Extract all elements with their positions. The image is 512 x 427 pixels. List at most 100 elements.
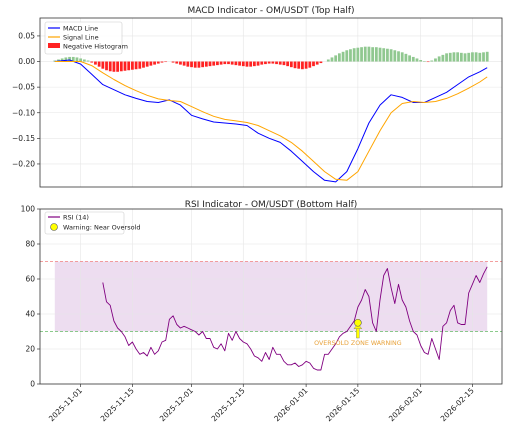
- histogram-bar-negative: [138, 61, 142, 69]
- histogram-bar-negative: [186, 61, 190, 67]
- macd-y-tick-label: 0.00: [18, 57, 35, 66]
- rsi-y-tick-label: 100: [21, 205, 36, 214]
- histogram-bar-negative: [223, 61, 227, 65]
- histogram-bar-negative: [219, 61, 223, 65]
- rsi-x-tick-label: 2025-11-01: [47, 386, 84, 423]
- rsi-x-tick-label: 2026-01-15: [324, 386, 361, 423]
- histogram-bar-negative: [94, 61, 97, 65]
- histogram-bar-negative: [123, 61, 127, 71]
- histogram-bar-positive: [463, 53, 467, 62]
- histogram-bar-negative: [201, 61, 205, 68]
- histogram-bar-negative: [204, 61, 208, 67]
- macd-chart-title: MACD Indicator - OM/USDT (Top Half): [187, 6, 354, 16]
- histogram-bar-negative: [282, 61, 286, 66]
- histogram-bar-positive: [382, 48, 386, 62]
- macd-y-tick-label: 0.05: [18, 32, 35, 41]
- rsi-y-tick-label: 40: [25, 310, 35, 319]
- warning-marker: [354, 318, 362, 327]
- rsi-y-axis: 0 20 40 60 80 100: [21, 205, 40, 389]
- histogram-bar-negative: [145, 61, 149, 67]
- histogram-bar-negative: [149, 61, 153, 66]
- histogram-bar-negative: [275, 61, 278, 65]
- oversold-annotation: OVERSOLD ZONE WARNING: [314, 318, 402, 347]
- rsi-line: [102, 266, 488, 371]
- histogram-bar-negative: [315, 61, 319, 65]
- histogram-bar-positive: [404, 53, 408, 62]
- histogram-bar-negative: [116, 61, 120, 72]
- histogram-bar-negative: [312, 61, 315, 67]
- macd-line: [54, 59, 488, 183]
- histogram-bar-positive: [456, 52, 460, 62]
- legend-neg-hist-label: Negative Histogram: [63, 43, 128, 51]
- histogram-bar-negative: [271, 61, 275, 64]
- macd-y-tick-label: −0.20: [12, 160, 35, 169]
- rsi-x-tick-label: 2025-12-15: [210, 386, 247, 423]
- macd-legend-box: [44, 21, 123, 55]
- histogram-bar-negative: [101, 61, 105, 69]
- histogram-bar-negative: [131, 61, 134, 70]
- histogram-bar-negative: [179, 61, 182, 65]
- rsi-y-tick-label: 0: [30, 380, 35, 389]
- macd-legend: MACD Line Signal Line Negative Histogram: [44, 21, 128, 55]
- histogram-bar-negative: [97, 61, 101, 67]
- histogram-bar-positive: [82, 59, 86, 62]
- histogram-bar-negative: [234, 61, 238, 66]
- histogram-bar-positive: [452, 52, 456, 62]
- macd-y-tick-label: −0.10: [12, 108, 35, 117]
- rsi-x-tick-label: 2025-11-15: [99, 386, 136, 423]
- histogram-bar-positive: [75, 57, 79, 62]
- oversold-warning-label: OVERSOLD ZONE WARNING: [314, 340, 402, 347]
- histogram-bar-positive: [485, 51, 489, 62]
- histogram-bar-negative: [249, 61, 253, 67]
- histogram-bar-negative: [164, 61, 168, 63]
- histogram-bar-positive: [386, 48, 389, 62]
- histogram-bar-negative: [90, 61, 94, 63]
- histogram-bar-negative: [227, 61, 230, 65]
- rsi-shaded-band: [54, 261, 488, 332]
- histogram-bar-negative: [127, 61, 131, 71]
- histogram-bar-positive: [86, 60, 90, 62]
- rsi-x-tick-label: 2026-01-01: [272, 386, 309, 423]
- legend-warning-label: Warning: Near Oversold: [63, 224, 141, 232]
- histogram-bar-positive: [68, 56, 71, 62]
- rsi-neutral-zone: [54, 261, 488, 332]
- signal-line: [54, 61, 488, 181]
- histogram-bar-positive: [378, 47, 382, 62]
- histogram-bar-positive: [352, 48, 356, 62]
- rsi-chart-title: RSI Indicator - OM/USDT (Bottom Half): [185, 200, 358, 210]
- histogram-bar-negative: [182, 61, 186, 66]
- histogram-bar-negative: [426, 61, 430, 63]
- histogram-bar-positive: [474, 52, 478, 62]
- histogram-bar-positive: [415, 58, 419, 62]
- histogram-bar-negative: [112, 61, 116, 72]
- histogram-bar-negative: [293, 61, 297, 69]
- rsi-x-axis: 2025-11-01 2025-11-15 2025-12-01 2025-12-15…: [47, 384, 476, 423]
- histogram-bar-negative: [216, 61, 219, 66]
- histogram-bar-negative: [241, 61, 245, 67]
- rsi-y-tick-label: 60: [25, 275, 35, 284]
- histogram-bar-positive: [345, 50, 349, 62]
- histogram-bar-negative: [208, 61, 212, 67]
- histogram-bar-positive: [441, 54, 445, 62]
- histogram-bar-positive: [445, 53, 448, 62]
- rsi-x-tick-label: 2025-12-01: [158, 386, 195, 423]
- histogram-bar-positive: [371, 47, 375, 62]
- histogram-bar-positive: [326, 59, 330, 62]
- histogram-bar-negative: [105, 61, 108, 71]
- histogram-bar-positive: [330, 57, 334, 62]
- histogram-bar-positive: [434, 58, 437, 62]
- histogram-bar-negative: [134, 61, 138, 70]
- histogram-bar-positive: [360, 47, 363, 62]
- histogram-bar-positive: [408, 55, 411, 62]
- histogram-bar-positive: [337, 53, 341, 62]
- histogram-bar-negative: [304, 61, 308, 69]
- legend-signal-label: Signal Line: [63, 34, 99, 42]
- histogram-bar-negative: [238, 61, 241, 66]
- macd-y-tick-label: −0.05: [12, 83, 35, 92]
- histogram-bar-negative: [256, 61, 260, 66]
- histogram-bar-positive: [419, 59, 423, 62]
- histogram-bar-positive: [478, 52, 482, 62]
- legend-warning-marker: [50, 223, 58, 231]
- histogram-bar-negative: [267, 61, 271, 64]
- legend-rsi-label: RSI (14): [63, 214, 89, 222]
